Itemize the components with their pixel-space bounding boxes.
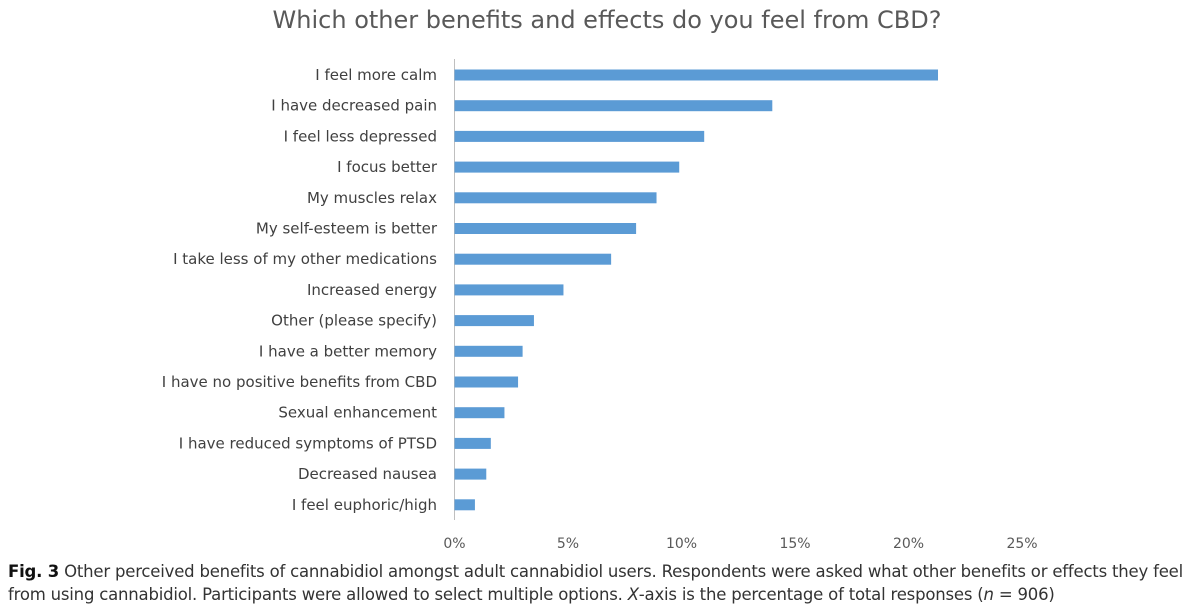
bar — [454, 407, 505, 419]
caption-text-1: Other perceived benefits of cannabidiol … — [8, 562, 1184, 604]
category-label: My muscles relax — [307, 189, 437, 207]
category-label: I take less of my other medications — [173, 250, 437, 268]
bars-group — [454, 69, 939, 511]
chart-title: Which other benefits and effects do you … — [273, 6, 942, 34]
category-label: Increased energy — [307, 281, 437, 299]
bar — [454, 345, 523, 357]
category-labels: I feel more calm I have decreased pain I f… — [162, 66, 438, 514]
bar — [454, 499, 475, 511]
bar — [454, 468, 487, 480]
figure-caption: Fig. 3 Other perceived benefits of canna… — [8, 560, 1198, 606]
x-tick-label: 25% — [1006, 536, 1037, 552]
bar — [454, 192, 657, 204]
bar — [454, 437, 491, 449]
bar — [454, 253, 612, 265]
bar — [454, 161, 680, 173]
caption-x-italic: X — [627, 585, 639, 604]
caption-label: Fig. 3 — [8, 562, 60, 581]
bar-chart: Which other benefits and effects do you … — [162, 6, 1038, 552]
bar — [454, 130, 705, 142]
category-label: I have a better memory — [259, 342, 437, 360]
x-tick-label: 5% — [557, 536, 579, 552]
x-tick-label: 15% — [779, 536, 810, 552]
bar — [454, 315, 534, 327]
category-label: I have decreased pain — [271, 97, 437, 115]
bar — [454, 284, 564, 296]
category-label: Decreased nausea — [298, 465, 437, 483]
category-label: I have no positive benefits from CBD — [162, 373, 437, 391]
bar — [454, 69, 939, 81]
category-label: I have reduced symptoms of PTSD — [179, 434, 437, 452]
caption-text-3: = 906) — [993, 585, 1055, 604]
caption-n-italic: n — [983, 585, 994, 604]
x-axis-ticks: 0% 5% 10% 15% 20% 25% — [443, 536, 1037, 552]
category-label: My self-esteem is better — [256, 220, 438, 238]
x-tick-label: 10% — [666, 536, 697, 552]
bar — [454, 100, 773, 112]
bar — [454, 376, 519, 388]
x-tick-label: 0% — [443, 536, 465, 552]
x-tick-label: 20% — [893, 536, 924, 552]
category-label: I focus better — [337, 158, 438, 176]
category-label: I feel more calm — [315, 66, 437, 84]
bar — [454, 223, 637, 234]
caption-text-2: -axis is the percentage of total respons… — [638, 585, 984, 604]
category-label: I feel euphoric/high — [292, 496, 437, 514]
category-label: Sexual enhancement — [278, 404, 437, 422]
category-label: Other (please specify) — [271, 312, 437, 330]
category-label: I feel less depressed — [284, 127, 437, 145]
